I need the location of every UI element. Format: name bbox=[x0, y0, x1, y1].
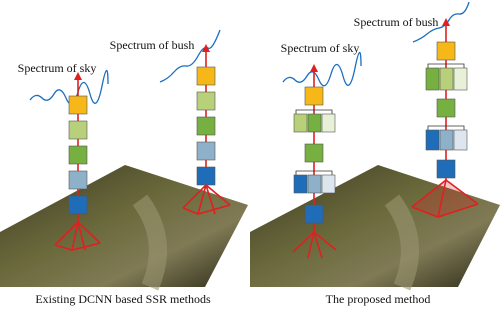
layer-box bbox=[294, 114, 307, 132]
left-panel: Spectrum of sky Spectrum of bush Existin… bbox=[0, 30, 248, 306]
caption: Existing DCNN based SSR methods bbox=[35, 292, 211, 306]
layer-box bbox=[197, 142, 215, 160]
layer-box bbox=[197, 167, 215, 185]
layer-box bbox=[69, 171, 87, 189]
bush-label: Spectrum of bush bbox=[354, 15, 439, 29]
figure: Spectrum of sky Spectrum of bush Existin… bbox=[0, 0, 501, 312]
layer-box bbox=[305, 205, 323, 223]
layer-box bbox=[322, 114, 335, 132]
layer-box bbox=[197, 92, 215, 110]
scene-image bbox=[250, 165, 500, 287]
bush-label: Spectrum of bush bbox=[110, 38, 195, 52]
layer-box bbox=[69, 146, 87, 164]
layer-box bbox=[437, 42, 455, 60]
layer-box bbox=[294, 175, 307, 193]
layer-box bbox=[197, 67, 215, 85]
layer-box bbox=[426, 130, 439, 150]
layer-box bbox=[305, 144, 323, 162]
sky-label: Spectrum of sky bbox=[281, 41, 360, 55]
sky-spectrum bbox=[283, 52, 361, 85]
layer-box bbox=[440, 130, 453, 150]
layer-box bbox=[305, 87, 323, 105]
layer-box bbox=[426, 68, 439, 90]
right-panel: Spectrum of sky Spectrum of bush The pro… bbox=[250, 2, 500, 306]
layer-box bbox=[308, 114, 321, 132]
layer-box bbox=[322, 175, 335, 193]
layer-box bbox=[437, 99, 455, 117]
sky-label: Spectrum of sky bbox=[18, 61, 97, 75]
layer-box bbox=[197, 117, 215, 135]
caption: The proposed method bbox=[326, 292, 431, 306]
layer-box bbox=[69, 121, 87, 139]
layer-box bbox=[440, 68, 453, 90]
layer-box bbox=[437, 160, 455, 178]
layer-box bbox=[69, 196, 87, 214]
layer-box bbox=[454, 68, 467, 90]
layer-box bbox=[69, 96, 87, 114]
layer-box bbox=[454, 130, 467, 150]
layer-box bbox=[308, 175, 321, 193]
